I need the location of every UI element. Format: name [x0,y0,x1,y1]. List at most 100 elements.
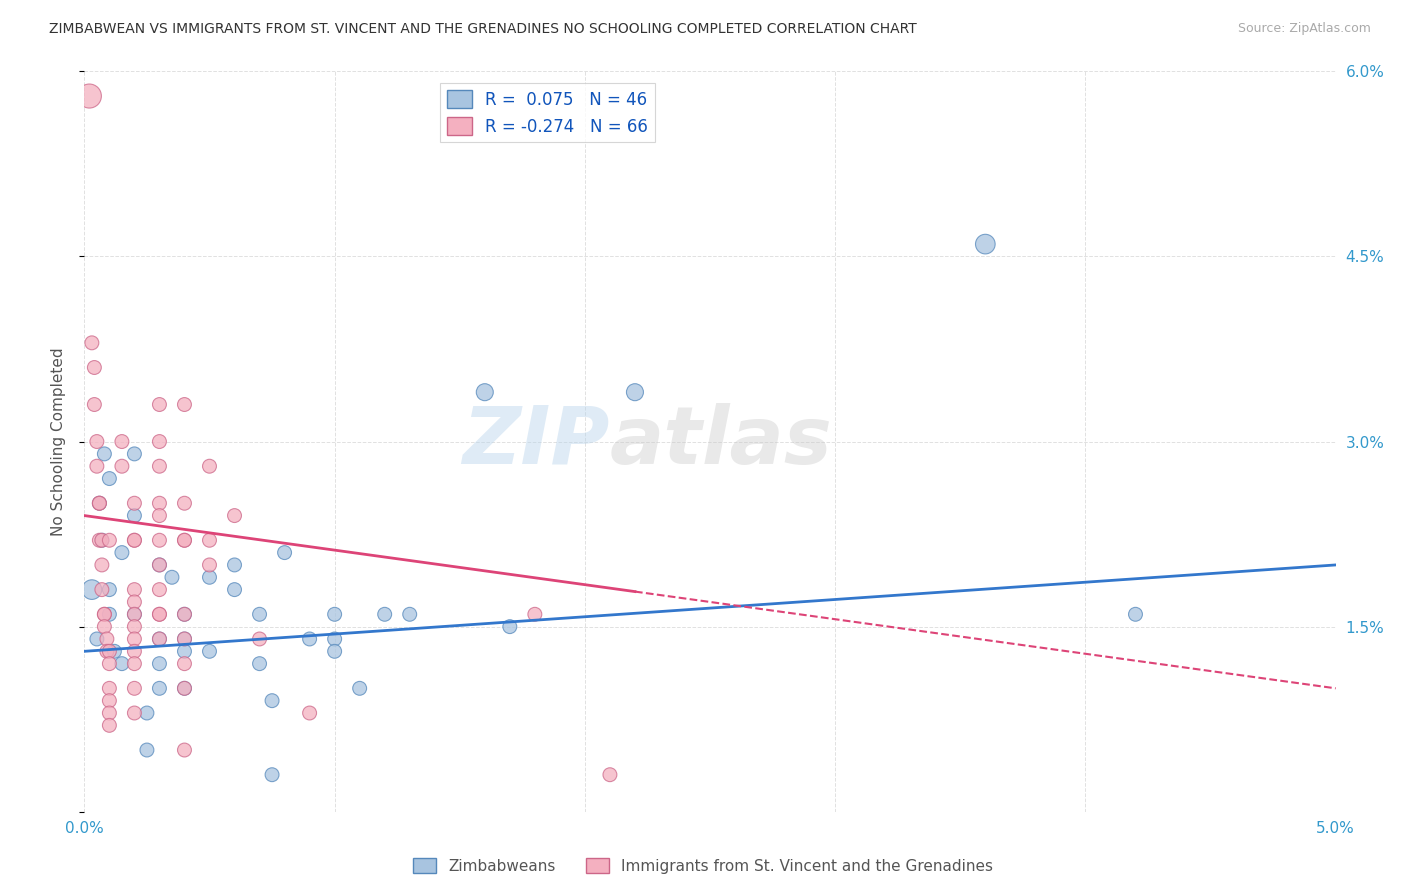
Point [90,558,112,572]
Point [349,681,371,696]
Point [198,533,221,548]
Point [103,644,125,658]
Text: ZIP: ZIP [463,402,610,481]
Point [148,533,170,548]
Point [148,657,170,671]
Point [173,632,195,646]
Point [262,694,284,708]
Point [1125,607,1147,622]
Point [124,657,146,671]
Point [173,681,195,696]
Point [273,545,295,560]
Point [83,398,105,412]
Text: Source: ZipAtlas.com: Source: ZipAtlas.com [1237,22,1371,36]
Point [93,607,115,622]
Point [173,533,195,548]
Point [111,434,134,449]
Point [323,607,346,622]
Point [89,496,111,510]
Point [173,644,195,658]
Point [148,398,170,412]
Point [148,632,170,646]
Point [148,434,170,449]
Point [198,558,221,572]
Legend: Zimbabweans, Immigrants from St. Vincent and the Grenadines: Zimbabweans, Immigrants from St. Vincent… [406,852,1000,880]
Point [124,632,146,646]
Point [198,459,221,474]
Point [98,681,121,696]
Point [90,582,112,597]
Point [83,360,105,375]
Point [111,545,134,560]
Text: atlas: atlas [610,402,832,481]
Point [136,743,159,757]
Text: ZIMBABWEAN VS IMMIGRANTS FROM ST. VINCENT AND THE GRENADINES NO SCHOOLING COMPLE: ZIMBABWEAN VS IMMIGRANTS FROM ST. VINCEN… [49,22,917,37]
Point [86,632,108,646]
Point [173,533,195,548]
Point [173,607,195,622]
Point [111,657,134,671]
Y-axis label: No Schooling Completed: No Schooling Completed [51,347,66,536]
Point [148,558,170,572]
Point [93,619,115,633]
Point [124,447,146,461]
Point [136,706,159,720]
Point [148,632,170,646]
Point [374,607,396,622]
Point [249,657,271,671]
Point [148,508,170,523]
Point [124,644,146,658]
Point [148,496,170,510]
Point [262,767,284,781]
Point [499,619,522,633]
Point [198,644,221,658]
Point [124,533,146,548]
Point [124,607,146,622]
Point [224,558,246,572]
Point [224,508,246,523]
Point [93,447,115,461]
Point [298,706,321,720]
Legend: R =  0.075   N = 46, R = -0.274   N = 66: R = 0.075 N = 46, R = -0.274 N = 66 [440,83,655,143]
Point [398,607,420,622]
Point [124,706,146,720]
Point [173,657,195,671]
Point [98,607,121,622]
Point [80,582,103,597]
Point [173,681,195,696]
Point [86,459,108,474]
Point [124,595,146,609]
Point [98,644,121,658]
Point [323,644,346,658]
Point [298,632,321,646]
Point [79,89,101,103]
Point [224,582,246,597]
Point [148,582,170,597]
Point [474,385,496,400]
Point [80,335,103,350]
Point [249,632,271,646]
Point [148,607,170,622]
Point [124,496,146,510]
Point [96,632,118,646]
Point [160,570,183,584]
Point [124,607,146,622]
Point [124,533,146,548]
Point [198,570,221,584]
Point [124,582,146,597]
Point [249,607,271,622]
Point [90,533,112,548]
Point [98,694,121,708]
Point [523,607,546,622]
Point [148,681,170,696]
Point [124,619,146,633]
Point [974,237,997,252]
Point [98,718,121,732]
Point [624,385,647,400]
Point [98,582,121,597]
Point [124,681,146,696]
Point [96,644,118,658]
Point [98,657,121,671]
Point [173,632,195,646]
Point [124,508,146,523]
